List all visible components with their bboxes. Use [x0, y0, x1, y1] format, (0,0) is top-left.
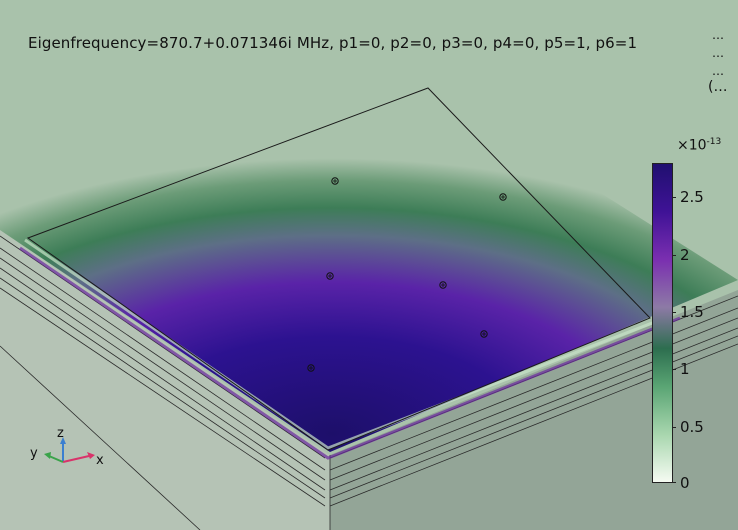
colorbar-exponent: ×10-13	[677, 137, 722, 154]
colorbar	[652, 163, 673, 483]
colorbar-tick-label: 1	[680, 360, 690, 378]
colorbar-tick-mark	[672, 427, 676, 428]
domain-outline	[26, 87, 651, 451]
slab-left-face	[0, 230, 330, 530]
axis-label-z: z	[57, 426, 64, 441]
axis-triad	[44, 437, 95, 463]
plot-title: Eigenfrequency=870.7+0.071346i MHz, p1=0…	[28, 34, 638, 52]
axis-label-x: x	[96, 453, 104, 468]
colorbar-tick-mark	[672, 369, 676, 370]
colorbar-tick-mark	[672, 312, 676, 313]
marker	[331, 177, 339, 185]
marker	[499, 193, 507, 201]
overflow-mark: …	[712, 28, 724, 42]
colorbar-tick-mark	[672, 482, 676, 483]
axis-label-y: y	[30, 446, 38, 461]
colorbar-tick-mark	[672, 255, 676, 256]
colorbar-tick-label: 1.5	[680, 303, 704, 321]
slab-right-face	[330, 290, 738, 530]
colorbar-tick-label: 0.5	[680, 418, 704, 436]
overflow-mark: …	[712, 64, 724, 78]
surface-field	[0, 85, 738, 452]
overflow-mark: (…	[708, 79, 728, 95]
colorbar-tick-mark	[672, 197, 676, 198]
marker	[307, 364, 315, 372]
overflow-mark: …	[712, 46, 724, 60]
colorbar-tick-label: 2.5	[680, 188, 704, 206]
colorbar-tick-label: 2	[680, 246, 690, 264]
marker	[480, 330, 488, 338]
point-markers	[307, 177, 507, 372]
colorbar-tick-label: 0	[680, 474, 690, 492]
edge-highlight	[24, 238, 661, 450]
marker	[326, 272, 334, 280]
marker	[439, 281, 447, 289]
colorbar-gradient	[653, 164, 672, 482]
